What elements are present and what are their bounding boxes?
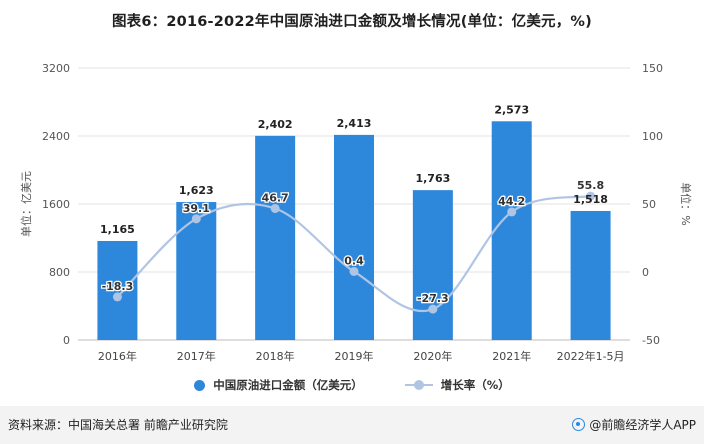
bar-value-label: 1,763 [415,172,450,185]
x-tick-label: 2018年 [256,349,295,363]
growth-value-label: 46.7 [262,191,289,204]
source-note: 资料来源：中国海关总署 前瞻产业研究院 [8,418,228,432]
legend-line-label: 增长率（%） [440,378,510,392]
growth-point [349,266,359,276]
y2-tick-label: -50 [642,334,660,347]
x-tick-label: 2021年 [492,349,531,363]
legend: 中国原油进口金额（亿美元） 增长率（%） [0,377,704,393]
bar [570,210,611,340]
y-axis-label: 单位：亿美元 [19,171,33,237]
bar [255,135,296,340]
brand-text: @前瞻经济学人APP [589,418,696,432]
y2-tick-label: 50 [642,198,656,211]
legend-bar-swatch [194,379,206,391]
chart-title: 图表6：2016-2022年中国原油进口金额及增长情况(单位：亿美元，%) [111,14,592,30]
x-tick-label: 2019年 [335,349,374,363]
growth-point [270,203,280,213]
x-tick-label: 2017年 [177,349,216,363]
y-tick-label: 800 [49,266,70,279]
y-tick-label: 1600 [42,198,70,211]
growth-value-label: -27.3 [417,292,449,305]
footer: 资料来源：中国海关总署 前瞻产业研究院 @前瞻经济学人APP [0,406,704,444]
y-tick-label: 0 [63,334,70,347]
bar-value-label: 1,623 [179,184,214,197]
legend-bar-label: 中国原油进口金额（亿美元） [213,378,363,392]
y2-axis-label: 单位：% [679,182,693,225]
bar [412,190,453,340]
growth-point [112,292,122,302]
y2-tick-label: 150 [642,62,663,75]
brand: @前瞻经济学人APP [572,416,696,433]
legend-item-line[interactable]: 增长率（%） [404,377,510,393]
bar-value-label: 1,165 [100,223,135,236]
bar [491,121,532,340]
y2-tick-label: 0 [642,266,649,279]
growth-point [428,304,438,314]
growth-value-label: 55.8 [577,179,604,192]
x-tick-label: 2020年 [413,349,452,363]
y-tick-label: 2400 [42,130,70,143]
growth-value-label: 0.4 [344,254,364,267]
x-tick-label: 2022年1-5月 [557,349,625,363]
bar [334,134,374,340]
brand-logo-icon [572,418,586,431]
y-tick-label: 3200 [42,62,70,75]
legend-item-bar[interactable]: 中国原油进口金额（亿美元） [194,377,363,393]
bar [176,202,217,340]
x-tick-label: 2016年 [98,349,137,363]
bar-value-label: 2,402 [258,118,293,131]
growth-value-label: 39.1 [183,202,210,215]
bar-value-label: 2,413 [337,117,372,130]
growth-point [507,207,517,217]
growth-point [191,214,201,224]
legend-line-swatch [404,379,433,391]
y2-tick-label: 100 [642,130,663,143]
bar [97,240,138,340]
bar-value-label: 1,518 [573,193,608,206]
bar-value-label: 2,573 [494,103,529,116]
growth-value-label: 44.2 [498,195,525,208]
growth-point [586,191,596,201]
growth-value-label: -18.3 [102,280,134,293]
